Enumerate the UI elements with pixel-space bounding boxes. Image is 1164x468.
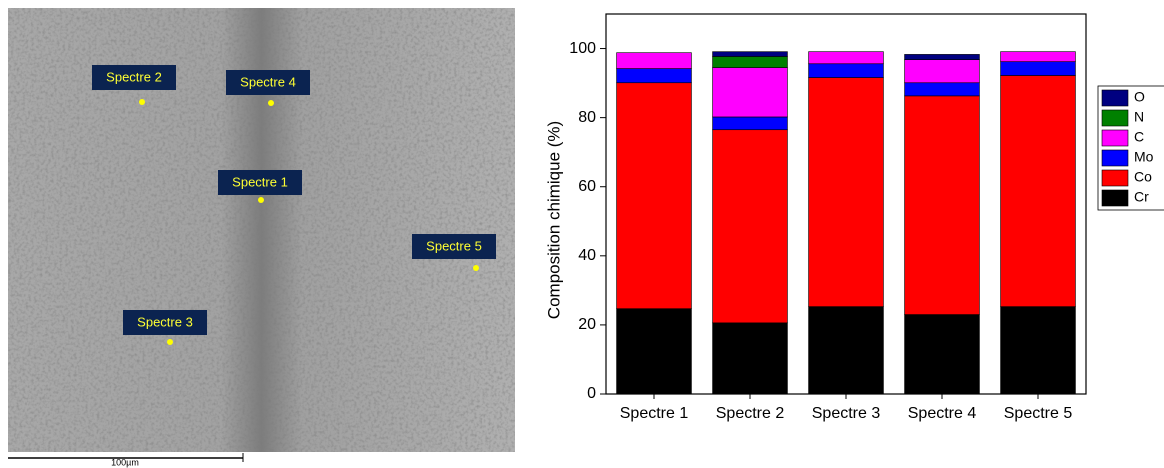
- x-tick-label: Spectre 5: [1004, 405, 1073, 422]
- spot-label: Spectre 4: [240, 74, 296, 89]
- bar-segment: [1000, 61, 1076, 76]
- plot-frame: [605, 13, 1087, 395]
- micrograph: 100µm Spectre 1 Spectre 2 Spectre 3 Spectre…: [8, 8, 515, 467]
- x-tick-label: Spectre 3: [812, 405, 881, 422]
- bar-segment: [1000, 75, 1076, 307]
- y-axis-label: Composition chimique (%): [544, 121, 563, 319]
- legend-box: [1097, 85, 1164, 211]
- bar-segment: [616, 82, 692, 309]
- bar-segment: [712, 116, 788, 131]
- bar-segment: [616, 308, 692, 395]
- spot-label: Spectre 3: [137, 314, 193, 329]
- legend-label: C: [1134, 129, 1144, 145]
- legend-swatch: [1101, 129, 1129, 147]
- spot-label-box: [412, 234, 496, 259]
- spot: [167, 339, 173, 345]
- bar-segment: [1000, 306, 1076, 395]
- y-tick-label: 60: [578, 178, 596, 195]
- legend-label: Co: [1134, 169, 1152, 185]
- bar-segment: [616, 68, 692, 84]
- bar-segment: [904, 82, 980, 97]
- legend-swatch: [1101, 189, 1129, 207]
- bar-segment: [1000, 51, 1076, 62]
- bar-segment: [808, 77, 884, 307]
- bar-segment: [712, 56, 788, 68]
- bar-segment: [712, 67, 788, 118]
- bar-segment: [904, 95, 980, 315]
- spot-label-box: [218, 170, 302, 195]
- bar-segment: [808, 63, 884, 78]
- x-tick-label: Spectre 1: [620, 405, 689, 422]
- legend-swatch: [1101, 89, 1129, 107]
- legend-swatch: [1101, 169, 1129, 187]
- spot-label: Spectre 2: [106, 69, 162, 84]
- bar-segment: [904, 59, 980, 84]
- bar-segment: [712, 129, 788, 324]
- chart: Composition chimique (%) 0 20 40 60 80 100 Spe…: [544, 13, 1164, 422]
- legend-swatch: [1101, 149, 1129, 167]
- spot-label-box: [226, 70, 310, 95]
- bar-segment: [808, 51, 884, 65]
- spot-label: Spectre 5: [426, 238, 482, 253]
- legend-swatch: [1101, 109, 1129, 127]
- scale-bar-label: 100µm: [111, 457, 139, 467]
- bar-segment: [904, 54, 980, 60]
- y-tick-label: 20: [578, 316, 596, 333]
- legend-label: O: [1134, 89, 1145, 105]
- y-tick-label: 40: [578, 247, 596, 264]
- y-tick-label: 80: [578, 109, 596, 126]
- bar-segment: [712, 51, 788, 57]
- spot: [473, 265, 479, 271]
- spot-label: Spectre 1: [232, 174, 288, 189]
- y-tick-label: 0: [587, 385, 596, 402]
- legend-label: N: [1134, 109, 1144, 125]
- spot-label-box: [123, 310, 207, 335]
- spot: [268, 100, 274, 106]
- bar-segment: [616, 52, 692, 69]
- legend-label: Mo: [1134, 149, 1154, 165]
- bar-segment: [904, 314, 980, 395]
- legend-label: Cr: [1134, 189, 1149, 205]
- spot: [258, 197, 264, 203]
- bar-segment: [808, 306, 884, 395]
- spot-label-box: [92, 65, 176, 90]
- y-tick-label: 100: [569, 40, 596, 57]
- bar-segment: [712, 322, 788, 395]
- x-tick-label: Spectre 2: [716, 405, 785, 422]
- x-tick-label: Spectre 4: [908, 405, 977, 422]
- spot: [139, 99, 145, 105]
